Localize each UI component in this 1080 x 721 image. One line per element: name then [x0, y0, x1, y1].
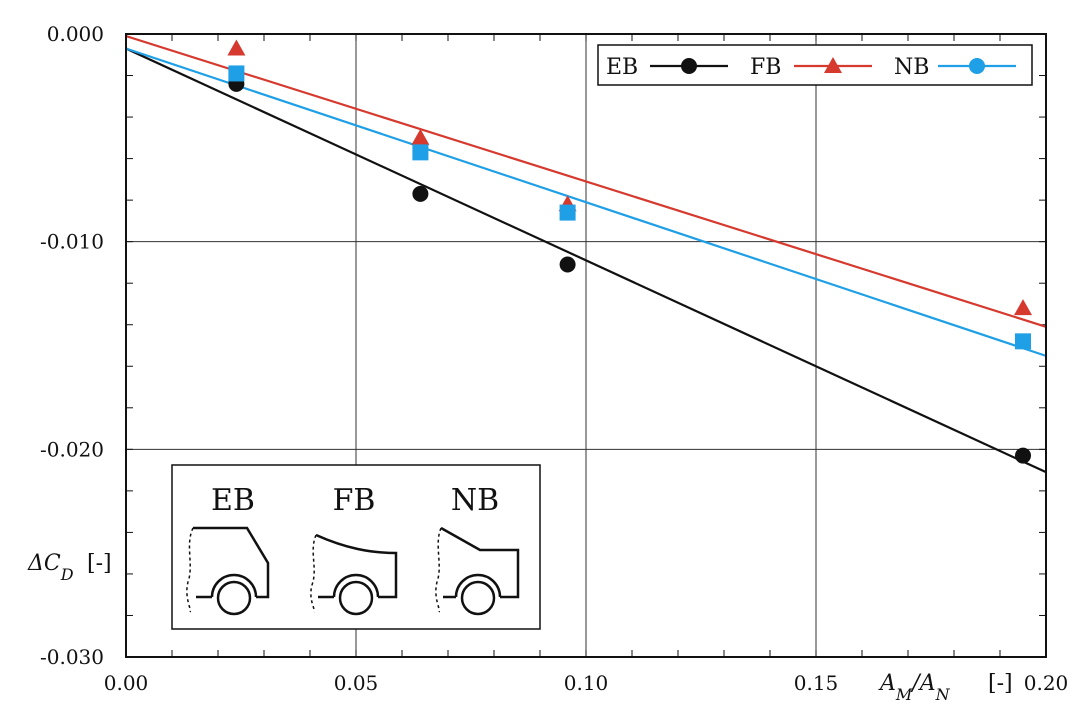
- legend-marker-fb: [824, 57, 842, 73]
- fb-body-shape: [310, 533, 398, 616]
- x-axis-label: AM/AN [-]: [878, 671, 1013, 704]
- y-tick-labels: 0.000 -0.010 -0.020 -0.030: [40, 22, 104, 669]
- inset-label-eb: EB: [211, 483, 255, 518]
- data-point-eb: [1015, 447, 1031, 464]
- x-axis-label-symbol: AM/AN: [878, 671, 951, 704]
- legend-label-fb: FB: [750, 55, 781, 80]
- fit-line-fb: [125, 35, 1047, 328]
- data-point-fb: [227, 39, 246, 56]
- inset-label-nb: NB: [451, 483, 499, 518]
- data-points: [227, 39, 1032, 464]
- data-point-nb: [228, 65, 245, 82]
- y-axis-label: ΔCD [-]: [27, 551, 112, 584]
- inset-label-fb: FB: [333, 483, 376, 518]
- x-tick-labels: 0.00 0.05 0.10 0.15 0.20: [104, 671, 1069, 695]
- y-tick-label: 0.000: [47, 22, 104, 46]
- body-shape-inset: EB FB NB: [171, 464, 541, 630]
- data-point-nb: [559, 204, 576, 221]
- data-point-eb: [412, 185, 429, 202]
- fit-lines: [125, 35, 1047, 474]
- plot-frame: [125, 33, 1047, 658]
- x-tick-label: 0.20: [1024, 671, 1069, 695]
- data-point-fb: [1014, 299, 1032, 316]
- nb-body-shape: [435, 526, 520, 616]
- x-tick-label: 0.15: [794, 671, 839, 695]
- x-tick-label: 0.05: [334, 671, 379, 695]
- fit-line-nb: [125, 47, 1047, 357]
- data-point-nb: [1015, 333, 1031, 350]
- legend-marker-nb: [969, 58, 985, 74]
- fit-line-eb: [125, 47, 1047, 474]
- x-tick-label: 0.10: [564, 671, 609, 695]
- data-point-eb: [559, 256, 576, 273]
- data-point-fb: [411, 128, 430, 145]
- legend: EB FB NB: [597, 44, 1033, 86]
- inset-box: [171, 464, 541, 630]
- legend-label-eb: EB: [606, 55, 638, 80]
- y-axis-label-unit: [-]: [87, 551, 112, 576]
- y-tick-label: -0.020: [40, 437, 104, 461]
- legend-marker-eb: [681, 58, 697, 74]
- y-axis-label-symbol: ΔCD: [27, 551, 74, 584]
- x-tick-label: 0.00: [104, 671, 149, 695]
- eb-body-shape: [186, 526, 270, 616]
- legend-label-nb: NB: [894, 55, 929, 80]
- y-tick-label: -0.030: [40, 645, 104, 669]
- data-point-nb: [412, 144, 429, 161]
- x-axis-label-unit: [-]: [988, 671, 1013, 696]
- y-tick-label: -0.010: [40, 230, 104, 254]
